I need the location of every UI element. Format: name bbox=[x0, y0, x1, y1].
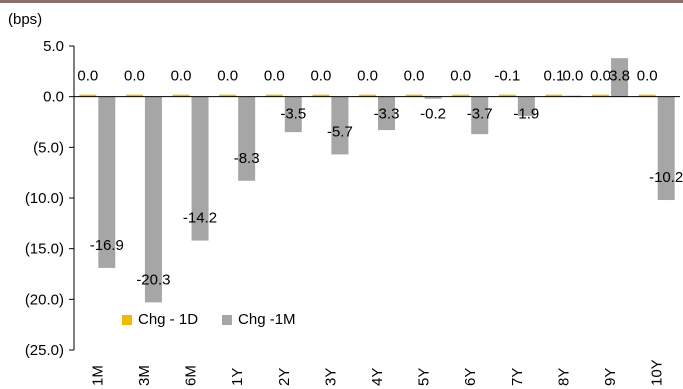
data-label-1d: 0.0 bbox=[77, 68, 98, 85]
bar-1d bbox=[265, 94, 283, 97]
bar-1d bbox=[452, 94, 470, 97]
y-tick-label: (15.0) bbox=[25, 241, 64, 258]
y-tick-label: (5.0) bbox=[33, 139, 64, 156]
bar-1d bbox=[405, 94, 423, 97]
bar-1m bbox=[98, 96, 116, 268]
x-tick-label: 1M bbox=[89, 365, 106, 386]
legend: Chg - 1D Chg -1M bbox=[122, 311, 320, 328]
data-label-1d: 0.0 bbox=[450, 68, 471, 85]
x-tick-label: 6Y bbox=[462, 368, 479, 386]
bar-1d bbox=[545, 94, 563, 97]
data-label-1m: -20.3 bbox=[136, 271, 170, 288]
y-unit-label: (bps) bbox=[8, 11, 42, 28]
data-label-1d: 0.0 bbox=[404, 68, 425, 85]
bar-1m bbox=[424, 96, 442, 99]
x-tick-label: 2Y bbox=[276, 368, 293, 386]
x-axis: 1M 3M 6M 1Y 2Y 3Y 4Y 5Y 6Y 7Y 8Y 9Y 10Y bbox=[74, 96, 680, 386]
data-label-1d: 0.0 bbox=[637, 68, 658, 85]
x-tick-label: 3Y bbox=[322, 368, 339, 386]
x-tick-label: 9Y bbox=[602, 368, 619, 386]
legend-swatch-1d bbox=[122, 314, 132, 325]
bar-1m bbox=[331, 96, 349, 155]
data-labels: 0.0 -16.9 0.0 -20.3 0.0 -14.2 0.0 -8.3 0.0 -3.5 0.… bbox=[77, 68, 683, 289]
data-label-1m: -16.9 bbox=[90, 237, 124, 254]
data-label-1m: -1.9 bbox=[513, 106, 539, 123]
x-tick-label: 4Y bbox=[369, 368, 386, 386]
bar-1m bbox=[611, 58, 629, 97]
bar-1m bbox=[238, 96, 256, 181]
y-tick-label: 5.0 bbox=[43, 38, 64, 55]
data-label-1d: 0.0 bbox=[357, 68, 378, 85]
data-label-1d: -0.1 bbox=[494, 68, 520, 85]
data-label-1d: 0.0 bbox=[124, 68, 145, 85]
y-tick-label: (25.0) bbox=[25, 342, 64, 359]
bar-1m bbox=[378, 96, 395, 131]
data-label-1d: 0.0 bbox=[217, 68, 238, 85]
data-label-1m: -14.2 bbox=[183, 210, 217, 227]
bar-1d bbox=[172, 94, 190, 97]
bar-1d bbox=[219, 94, 237, 97]
bar-1m bbox=[471, 96, 489, 135]
bar-1d bbox=[592, 94, 610, 97]
data-label-1d: 0.0 bbox=[264, 68, 285, 85]
bar-1d bbox=[79, 94, 97, 97]
legend-label-1m: Chg -1M bbox=[238, 311, 296, 328]
x-tick-label: 8Y bbox=[555, 368, 572, 386]
data-label-1m: -8.3 bbox=[234, 150, 260, 167]
legend-item-1m: Chg -1M bbox=[222, 311, 296, 328]
y-tick-label: (10.0) bbox=[25, 190, 64, 207]
bar-1m bbox=[144, 96, 162, 303]
y-tick-label: (20.0) bbox=[25, 291, 64, 308]
bar-1d bbox=[359, 94, 376, 97]
bar-1d bbox=[125, 94, 143, 97]
data-label-1m: -5.7 bbox=[327, 123, 353, 140]
data-label-1m: -3.5 bbox=[280, 106, 306, 123]
bar-1d bbox=[498, 94, 516, 97]
x-tick-label: 6M bbox=[183, 365, 200, 386]
y-axis: 5.0 0.0 (5.0) (10.0) (15.0) (20.0) (25.0) bbox=[25, 38, 75, 359]
bar-1m bbox=[191, 96, 209, 241]
data-label-1d: 0.1 bbox=[544, 68, 565, 85]
data-label-1m: -3.7 bbox=[467, 106, 493, 123]
x-tick-label: 1Y bbox=[229, 368, 246, 386]
x-tick-label: 10Y bbox=[649, 359, 666, 386]
bar-1m bbox=[517, 96, 535, 116]
data-label-1m: -0.2 bbox=[420, 106, 446, 123]
data-label-1m: 0.0 bbox=[563, 68, 584, 85]
data-label-1d: 0.0 bbox=[171, 68, 192, 85]
data-label-1m: 3.8 bbox=[609, 68, 630, 85]
x-tick-label: 7Y bbox=[509, 368, 526, 386]
bar-1m bbox=[657, 96, 675, 201]
legend-item-1d: Chg - 1D bbox=[122, 311, 198, 328]
bar-1d bbox=[312, 94, 330, 97]
data-label-1d: 0.0 bbox=[310, 68, 331, 85]
data-label-1d: 0.0 bbox=[590, 68, 611, 85]
legend-label-1d: Chg - 1D bbox=[138, 311, 199, 328]
bars bbox=[79, 58, 675, 303]
x-tick-label: 3M bbox=[136, 365, 153, 386]
data-label-1m: -10.2 bbox=[649, 169, 683, 186]
y-tick-label: 0.0 bbox=[43, 89, 64, 106]
bar-1d bbox=[638, 94, 656, 97]
x-tick-label: 5Y bbox=[416, 368, 433, 386]
top-rule bbox=[0, 0, 683, 3]
bar-1m bbox=[284, 96, 302, 133]
legend-swatch-1m bbox=[222, 314, 233, 325]
data-label-1m: -3.3 bbox=[374, 106, 400, 123]
